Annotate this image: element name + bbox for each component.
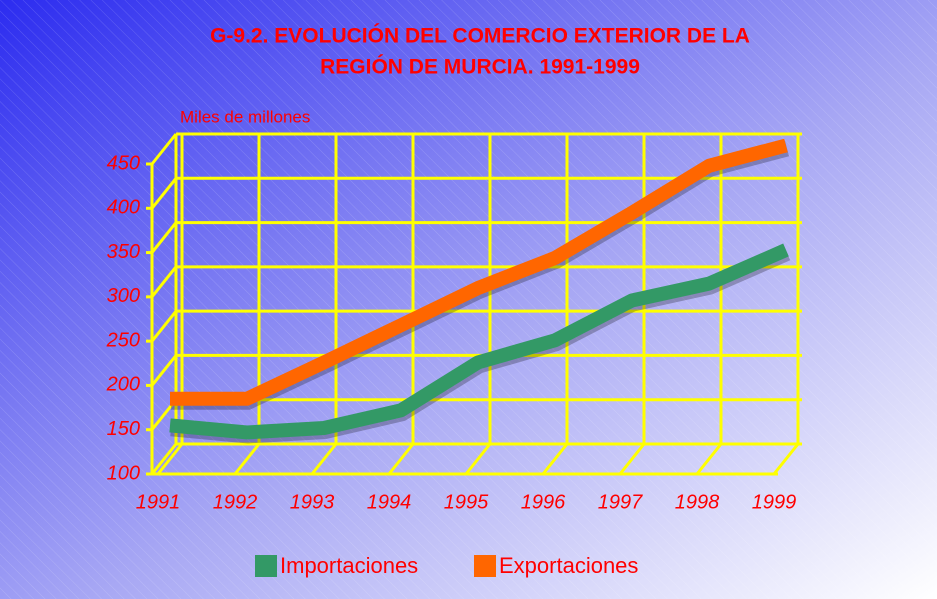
- line: [169, 243, 789, 440]
- x-tick-label: 1999: [752, 491, 797, 513]
- grid-line: [464, 443, 492, 475]
- y-tick-label: 450: [107, 152, 140, 174]
- grid-line: [150, 265, 178, 298]
- x-tick-label: 1995: [444, 491, 489, 513]
- x-tick-label: 1996: [521, 491, 566, 513]
- legend-label: Exportaciones: [499, 553, 638, 578]
- legend: Importaciones Exportaciones: [255, 553, 638, 578]
- y-tick-label: 300: [107, 285, 140, 307]
- grid-line: [150, 354, 178, 387]
- grid-line: [695, 443, 723, 475]
- legend-swatch: [474, 555, 496, 577]
- y-tick-label: 150: [107, 418, 140, 440]
- grid-line: [150, 443, 178, 475]
- chart-title: G-9.2. EVOLUCIÓN DEL COMERCIO EXTERIOR D…: [210, 24, 750, 48]
- x-tick-label: 1998: [675, 491, 720, 513]
- grid-line: [150, 177, 178, 210]
- plot: [169, 138, 791, 444]
- y-tick-label: 350: [107, 241, 140, 263]
- grid-line: [387, 443, 415, 475]
- y-tick-label: 200: [106, 374, 140, 396]
- legend-swatch: [255, 555, 277, 577]
- grid-line: [156, 443, 184, 475]
- grid-line: [772, 443, 800, 475]
- grid-line: [310, 443, 338, 475]
- grid-line: [618, 443, 646, 475]
- grid-line: [233, 443, 261, 475]
- x-tick-label: 1991: [136, 491, 181, 513]
- x-tick-label: 1992: [213, 491, 258, 513]
- y-tick-label: 100: [107, 462, 140, 484]
- y-axis-label: Miles de millones: [180, 107, 310, 126]
- line: [170, 138, 788, 406]
- y-tick-label: 250: [106, 329, 140, 351]
- grid-line: [150, 310, 178, 343]
- x-tick-label: 1993: [290, 491, 335, 513]
- grid-line: [150, 221, 178, 254]
- x-tick-label: 1994: [367, 491, 412, 513]
- x-tick-label: 1997: [598, 491, 643, 513]
- grid-line: [150, 133, 178, 165]
- legend-label: Importaciones: [280, 553, 418, 578]
- y-tick-label: 400: [107, 197, 140, 219]
- chart-title: REGIÓN DE MURCIA. 1991-1999: [320, 55, 640, 79]
- grid-line: [541, 443, 569, 475]
